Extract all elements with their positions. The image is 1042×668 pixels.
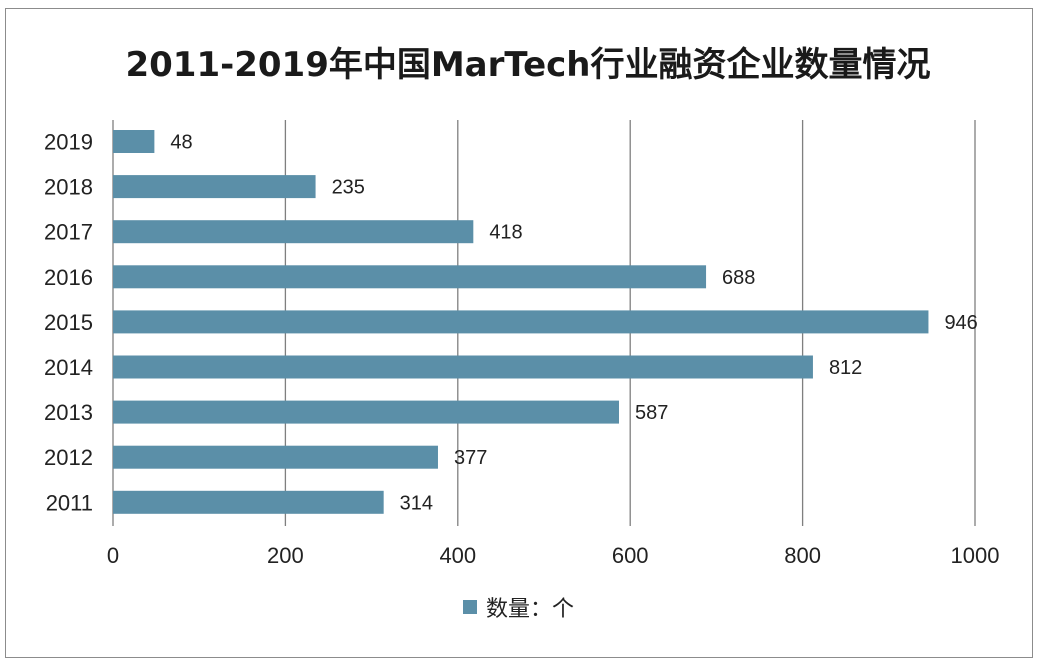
bar-2018 — [113, 175, 316, 199]
data-label-2019: 48 — [170, 132, 192, 154]
data-label-2011: 314 — [400, 492, 433, 514]
data-label-2013: 587 — [635, 402, 668, 424]
data-label-2014: 812 — [829, 357, 862, 379]
bar-2015 — [113, 310, 929, 334]
data-label-2015: 946 — [944, 312, 977, 334]
chart-title: 2011-2019年中国MarTech行业融资企业数量情况 — [125, 45, 930, 85]
y-tick-label: 2018 — [44, 175, 93, 200]
y-tick-label: 2015 — [44, 310, 93, 335]
data-label-2016: 688 — [722, 267, 755, 289]
x-tick-label: 800 — [784, 543, 821, 568]
y-tick-label: 2011 — [46, 490, 93, 515]
legend-swatch — [463, 600, 477, 614]
x-axis-tick-labels: 0 200 400 600 800 1000 — [107, 543, 1000, 568]
y-tick-label: 2016 — [44, 265, 93, 290]
bar-2014 — [113, 355, 813, 379]
bar-2017 — [113, 220, 474, 244]
y-tick-label: 2012 — [44, 445, 93, 470]
data-label-2017: 418 — [489, 222, 522, 244]
data-label-2012: 377 — [454, 447, 487, 469]
x-tick-label: 200 — [267, 543, 304, 568]
bar-2019 — [113, 130, 155, 153]
y-tick-label: 2019 — [44, 130, 93, 155]
bar-2016 — [113, 265, 707, 289]
y-tick-label: 2013 — [44, 400, 93, 425]
x-tick-label: 400 — [439, 543, 476, 568]
x-tick-label: 1000 — [951, 543, 1000, 568]
x-tick-label: 600 — [612, 543, 649, 568]
bars — [113, 130, 929, 514]
x-tick-label: 0 — [107, 543, 119, 568]
legend-label: 数量：个 — [486, 597, 574, 622]
bar-2011 — [113, 490, 384, 514]
bar-2013 — [113, 400, 619, 424]
y-tick-label: 2014 — [44, 355, 93, 380]
data-labels: 48 235 418 688 946 812 587 377 314 — [170, 132, 977, 515]
data-label-2018: 235 — [332, 177, 365, 199]
y-tick-label: 2017 — [44, 220, 93, 245]
bar-2012 — [113, 445, 438, 469]
legend: 数量：个 — [463, 597, 574, 622]
y-axis-tick-labels: 2019 2018 2017 2016 2015 2014 2013 2012 2011 — [44, 130, 93, 516]
